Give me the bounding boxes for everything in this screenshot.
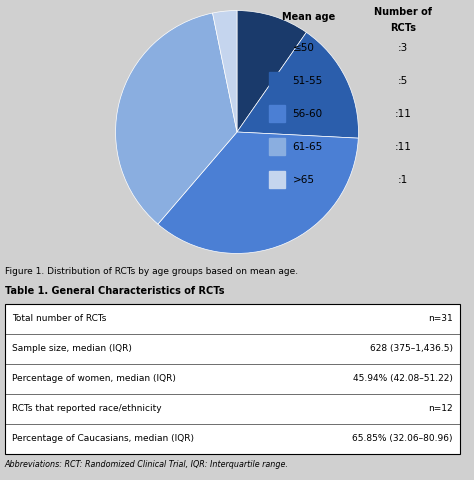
Text: n=12: n=12 <box>428 404 453 413</box>
Bar <box>269 105 284 122</box>
Text: Mean age: Mean age <box>282 12 335 22</box>
Bar <box>269 171 284 188</box>
Text: :1: :1 <box>398 175 409 184</box>
Text: :5: :5 <box>398 75 409 85</box>
Text: ≤50: ≤50 <box>292 43 314 52</box>
Text: Abbreviations: RCT: Randomized Clinical Trial, IQR: Interquartile range.: Abbreviations: RCT: Randomized Clinical … <box>5 460 289 469</box>
Wedge shape <box>212 11 237 132</box>
Text: 628 (375–1,436.5): 628 (375–1,436.5) <box>370 344 453 353</box>
Text: >65: >65 <box>292 175 314 184</box>
Text: Sample size, median (IQR): Sample size, median (IQR) <box>12 344 132 353</box>
Text: Figure 1. Distribution of RCTs by age groups based on mean age.: Figure 1. Distribution of RCTs by age gr… <box>5 266 298 276</box>
Text: n=31: n=31 <box>428 314 453 323</box>
Text: 51-55: 51-55 <box>292 75 323 85</box>
Bar <box>269 39 284 56</box>
Text: Percentage of women, median (IQR): Percentage of women, median (IQR) <box>12 374 176 384</box>
Text: :11: :11 <box>395 142 412 152</box>
Text: RCTs that reported race/ethnicity: RCTs that reported race/ethnicity <box>12 404 162 413</box>
Text: Percentage of Caucasians, median (IQR): Percentage of Caucasians, median (IQR) <box>12 434 194 444</box>
Wedge shape <box>116 13 237 224</box>
Wedge shape <box>237 11 306 132</box>
Bar <box>269 138 284 155</box>
Text: 65.85% (32.06–80.96): 65.85% (32.06–80.96) <box>352 434 453 444</box>
Bar <box>269 72 284 89</box>
Text: :3: :3 <box>398 43 409 52</box>
FancyBboxPatch shape <box>5 304 460 454</box>
Text: Total number of RCTs: Total number of RCTs <box>12 314 106 323</box>
Text: RCTs: RCTs <box>390 23 416 33</box>
Wedge shape <box>237 32 358 138</box>
Text: 56-60: 56-60 <box>292 108 323 119</box>
Text: 45.94% (42.08–51.22): 45.94% (42.08–51.22) <box>353 374 453 384</box>
Text: 61-65: 61-65 <box>292 142 323 152</box>
Text: Number of: Number of <box>374 7 432 17</box>
Text: Table 1. General Characteristics of RCTs: Table 1. General Characteristics of RCTs <box>5 286 224 296</box>
Text: :11: :11 <box>395 108 412 119</box>
Wedge shape <box>158 132 358 253</box>
